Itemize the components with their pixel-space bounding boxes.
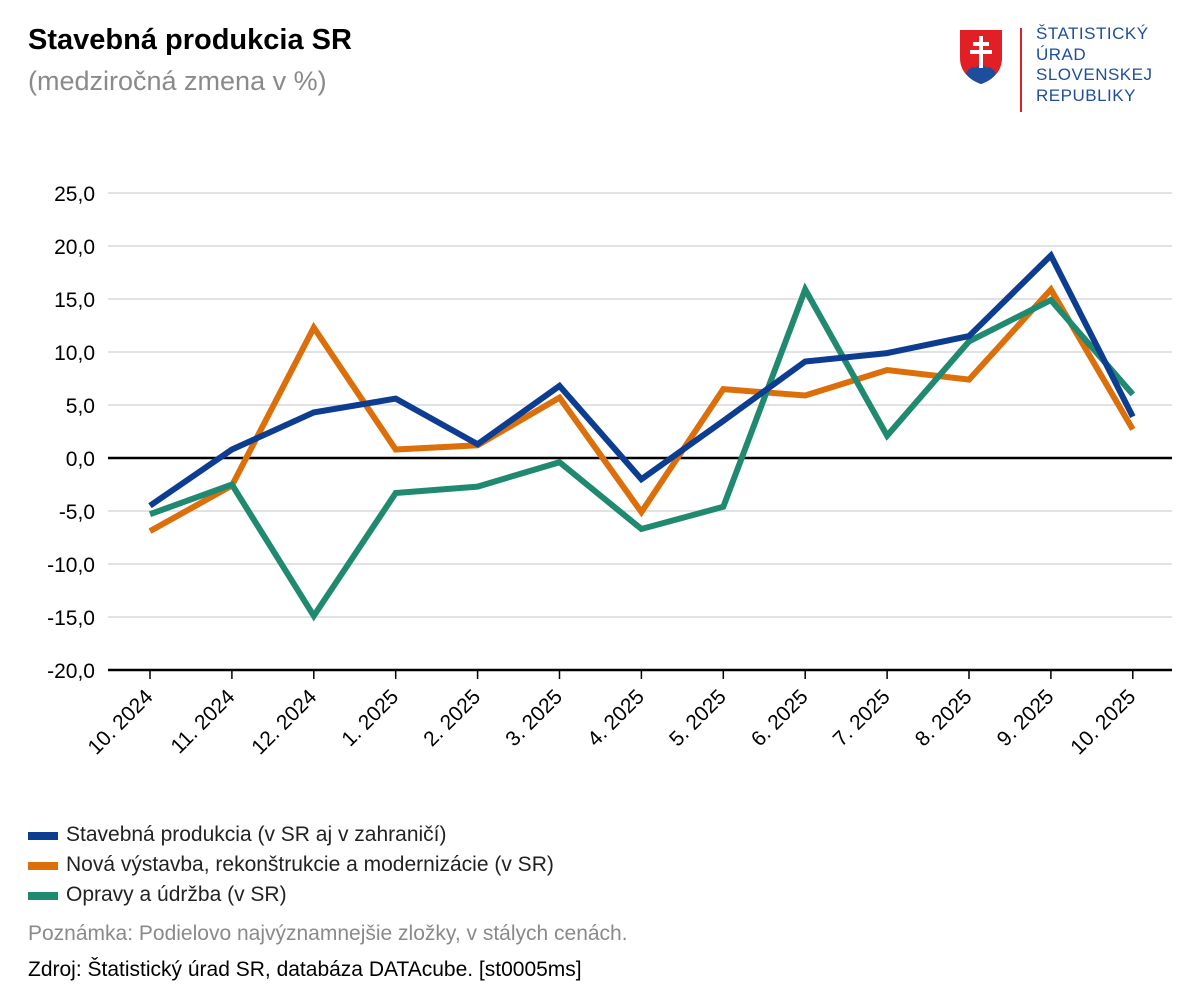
legend-swatch [28, 832, 58, 840]
source-note: Zdroj: Štatistický úrad SR, databáza DAT… [28, 958, 582, 981]
y-tick-label: -15,0 [47, 607, 95, 630]
legend-label: Nová výstavba, rekonštrukcie a modernizá… [66, 853, 554, 876]
slovak-coat-of-arms-icon [960, 30, 1002, 84]
x-tick-label: 9. 2025 [993, 685, 1059, 751]
x-axis-ticks: 10. 2024 11. 2024 12. 2024 1. 2025 2. 2025 3.… [83, 670, 1140, 759]
y-tick-label: -5,0 [59, 501, 95, 524]
logo-divider [1020, 28, 1022, 112]
y-tick-label: 15,0 [54, 289, 95, 312]
legend-label: Stavebná produkcia (v SR aj v zahraničí) [66, 823, 447, 846]
logo-org-line: ŠTATISTICKÝ [1036, 24, 1149, 43]
x-tick-label: 12. 2024 [247, 685, 321, 759]
series-line-3 [148, 282, 1136, 622]
y-tick-label: 10,0 [54, 342, 95, 365]
series-line-1 [148, 250, 1136, 509]
legend: Stavebná produkcia (v SR aj v zahraničí)… [28, 820, 554, 910]
legend-swatch [28, 862, 58, 870]
legend-item: Nová výstavba, rekonštrukcie a modernizá… [28, 850, 554, 880]
logo-org-line: SLOVENSKEJ [1036, 65, 1153, 84]
x-tick-label: 10. 2024 [83, 685, 157, 759]
statistical-office-logo: ŠTATISTICKÝ ÚRAD SLOVENSKEJ REPUBLIKY [958, 24, 1168, 116]
grid-layer [108, 192, 1172, 672]
series-line-2 [148, 284, 1136, 534]
footnote: Poznámka: Podielovo najvýznamnejšie zlož… [28, 922, 628, 945]
x-tick-label: 7. 2025 [829, 685, 895, 751]
y-tick-label: 0,0 [66, 448, 95, 471]
logo-org-name: ŠTATISTICKÝ ÚRAD SLOVENSKEJ REPUBLIKY [1036, 24, 1153, 106]
y-tick-label: 20,0 [54, 236, 95, 259]
x-tick-label: 1. 2025 [337, 685, 403, 751]
x-tick-label: 5. 2025 [665, 685, 731, 751]
y-tick-label: 5,0 [66, 395, 95, 418]
y-tick-label: -20,0 [47, 660, 95, 683]
x-tick-label: 8. 2025 [911, 685, 977, 751]
x-tick-label: 4. 2025 [583, 685, 649, 751]
chart-subtitle: (medziročná zmena v %) [28, 66, 327, 96]
legend-label: Opravy a údržba (v SR) [66, 883, 287, 906]
chart-title: Stavebná produkcia SR [28, 24, 352, 56]
x-tick-label: 2. 2025 [419, 685, 485, 751]
logo-org-line: REPUBLIKY [1036, 85, 1136, 105]
legend-swatch [28, 892, 58, 900]
y-axis-ticks: 25,0 20,0 15,0 10,0 5,0 0,0 -5,0 -10,0 -15,0 -20,… [47, 183, 95, 683]
y-tick-label: -10,0 [47, 554, 95, 577]
y-tick-label: 25,0 [54, 183, 95, 206]
logo-org-line: ÚRAD [1036, 44, 1087, 64]
x-tick-label: 3. 2025 [501, 685, 567, 751]
x-tick-label: 10. 2025 [1066, 685, 1140, 759]
x-tick-label: 6. 2025 [747, 685, 813, 751]
line-chart: 25,0 20,0 15,0 10,0 5,0 0,0 -5,0 -10,0 -15,0 -20,… [47, 183, 1172, 759]
legend-item: Stavebná produkcia (v SR aj v zahraničí) [28, 820, 554, 850]
x-tick-label: 11. 2024 [166, 685, 239, 758]
series-layer [148, 250, 1136, 622]
legend-item: Opravy a údržba (v SR) [28, 880, 554, 910]
